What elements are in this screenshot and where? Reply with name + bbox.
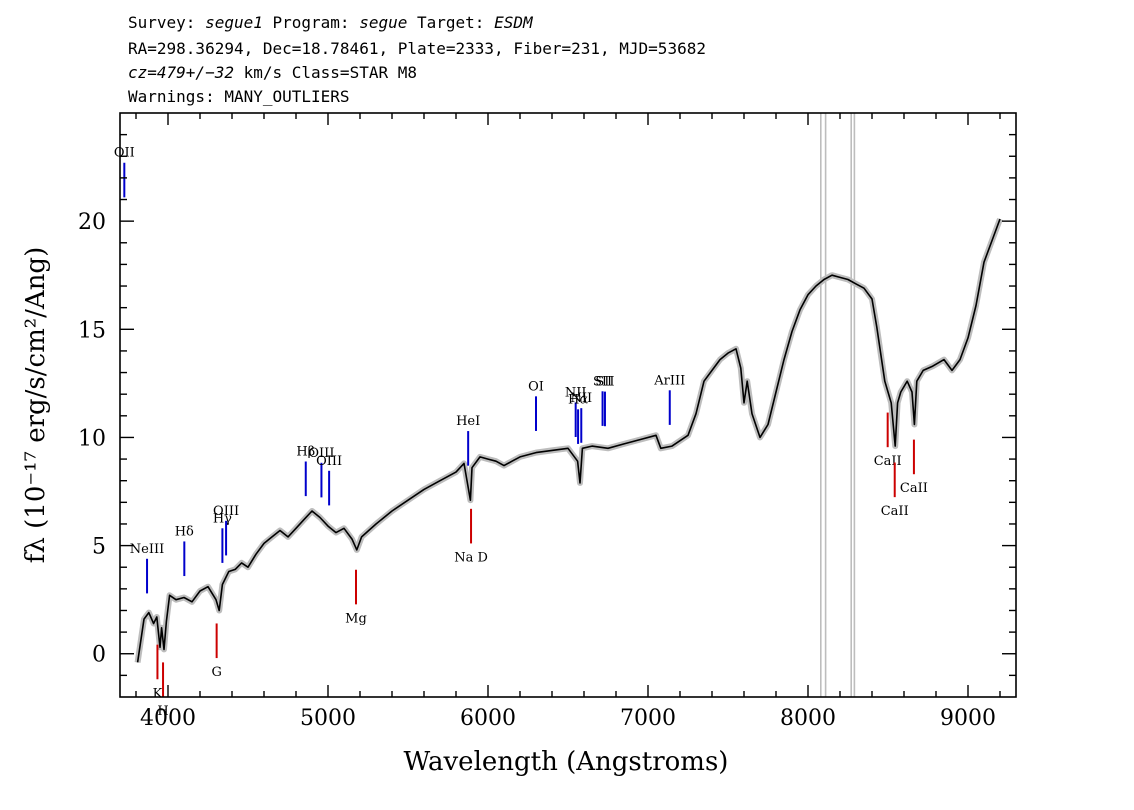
emission-label-12: NII: [570, 391, 592, 406]
absorption-label-2: G: [211, 665, 221, 680]
header-block: Survey: segue1 Program: segue Target: ES…: [128, 13, 706, 106]
emission-label-3: Hγ: [213, 511, 232, 526]
x-tick-label-3: 7000: [620, 706, 676, 731]
header-line-4: Warnings: MANY_OUTLIERS: [128, 87, 350, 106]
absorption-label-0: K: [153, 686, 163, 701]
emission-label-14: SII: [595, 375, 614, 390]
absorption-label-7: CaII: [900, 481, 928, 496]
emission-label-8: HeI: [456, 414, 480, 429]
spectrum-line: [136, 218, 1001, 663]
y-tick-label-1: 5: [92, 535, 106, 560]
x-tick-label-1: 5000: [300, 706, 356, 731]
absorption-label-4: Na D: [454, 550, 488, 565]
y-tick-label-4: 20: [78, 210, 106, 235]
absorption-label-5: CaII: [874, 454, 902, 469]
absorption-label-3: Mg: [345, 611, 367, 626]
y-tick-label-3: 15: [78, 318, 106, 343]
plot-frame: [119, 112, 1017, 698]
emission-label-6: OIII: [308, 446, 334, 461]
y-axis-title: fλ (10⁻¹⁷ erg/s/cm²/Ang): [21, 247, 51, 563]
emission-label-2: Hδ: [175, 524, 194, 539]
x-tick-label-4: 8000: [780, 706, 836, 731]
absorption-label-6: CaII: [881, 504, 909, 519]
x-tick-label-2: 6000: [460, 706, 516, 731]
error-band: [134, 217, 1003, 663]
spectrum-group: [136, 218, 1001, 663]
x-tick-label-5: 9000: [940, 706, 996, 731]
emission-label-1: NeIII: [130, 542, 164, 557]
emission-label-7: OIII: [316, 454, 342, 469]
emission-label-15: ArIII: [653, 373, 685, 388]
x-axis-title: Wavelength (Angstroms): [404, 747, 729, 777]
axis-ticks: 4000 5000 6000 7000 8000 9000 0 5 10 15 20: [78, 113, 1016, 731]
emission-label-9: OI: [528, 379, 544, 394]
header-line-2: RA=298.36294, Dec=18.78461, Plate=2333, …: [128, 39, 706, 58]
emission-label-11: Hα: [568, 392, 588, 407]
emission-label-4: OIII: [213, 504, 239, 519]
sky-lines: [819, 113, 856, 697]
y-tick-label-0: 0: [92, 643, 106, 668]
absorption-label-1: H: [157, 704, 168, 719]
emission-label-13: SII: [593, 374, 612, 389]
header-line-1: Survey: segue1 Program: segue Target: ES…: [128, 13, 534, 32]
emission-label-0: OII: [114, 146, 135, 161]
y-tick-label-2: 10: [78, 426, 106, 451]
emission-label-10: NII: [565, 385, 587, 400]
error-band-group: [134, 217, 1003, 663]
header-line-3: cz=479+/−32 km/s Class=STAR M8: [128, 63, 417, 82]
x-tick-label-0: 4000: [140, 706, 196, 731]
emission-label-5: Hβ: [296, 444, 315, 459]
